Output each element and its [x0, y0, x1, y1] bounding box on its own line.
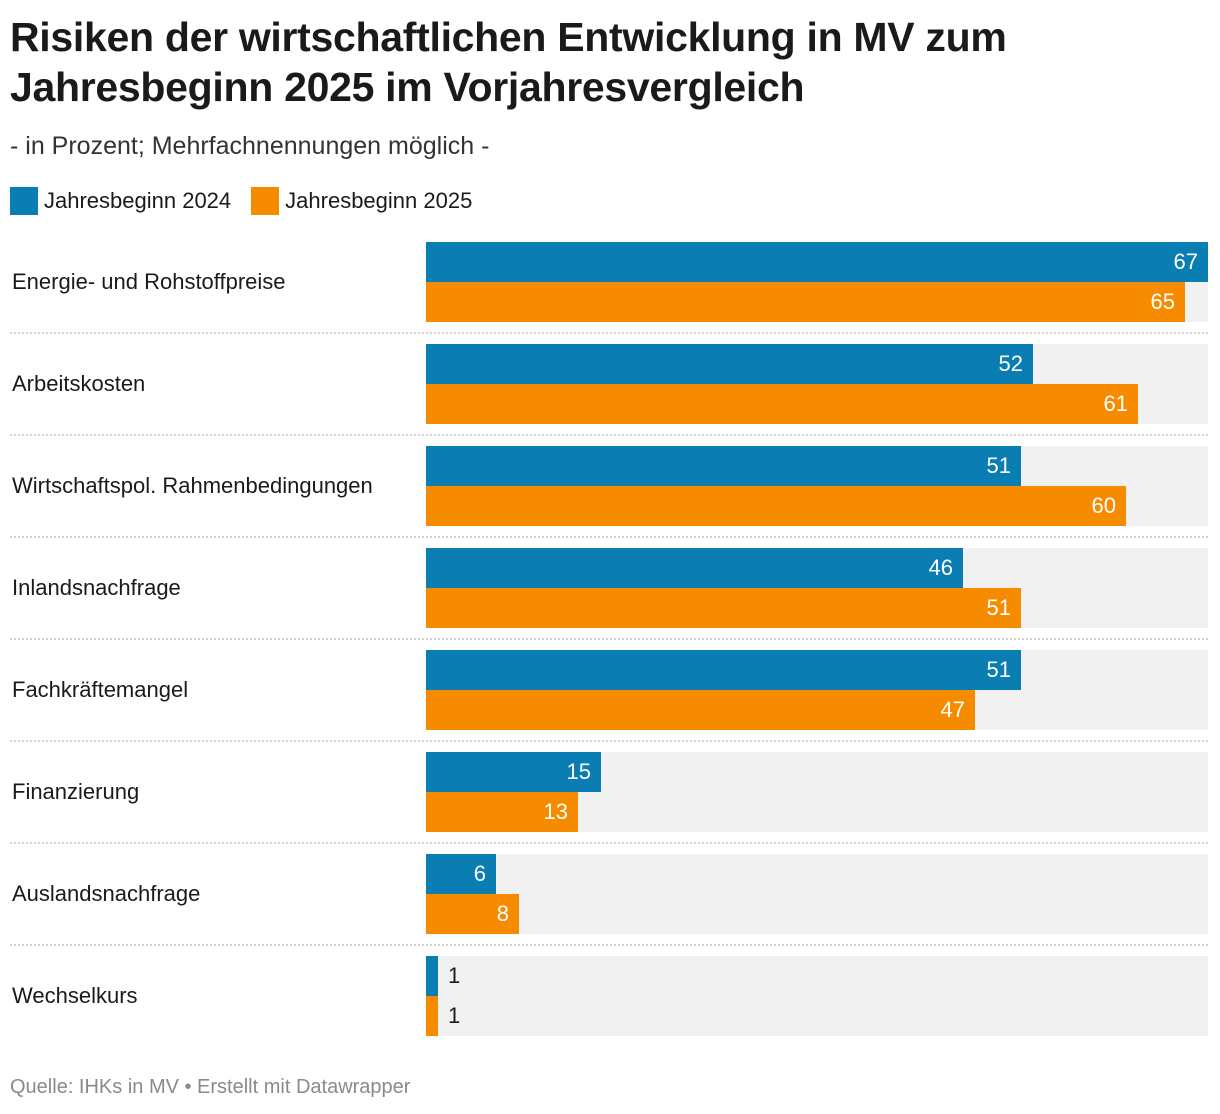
data-label: 65: [1150, 289, 1175, 314]
category-label: Arbeitskosten: [12, 371, 146, 396]
bar-track: 15 13: [426, 752, 1208, 832]
category-label: Energie- und Rohstoffpreise: [12, 269, 286, 294]
chart-row-auslandsnachfrage: Auslandsnachfrage 6 8: [0, 844, 1220, 946]
legend-label-2024: Jahresbeginn 2024: [44, 188, 232, 213]
bar-chart: Energie- und Rohstoffpreise 67 65 Arbeitsko…: [0, 232, 1220, 1052]
category-label: Auslandsnachfrage: [12, 881, 201, 906]
data-label: 1: [448, 1003, 461, 1028]
row-divider: [10, 842, 1208, 844]
legend-label-2025: Jahresbeginn 2025: [285, 188, 473, 213]
data-label: 52: [998, 351, 1023, 376]
bar-track: 46 51: [426, 548, 1208, 628]
data-label: 61: [1103, 391, 1128, 416]
legend-item-2024: Jahresbeginn 2024: [10, 187, 231, 215]
bar-2025-energie-und-rohstoffpreise: [426, 282, 1185, 322]
chart-row-arbeitskosten: Arbeitskosten 52 61: [0, 334, 1220, 436]
data-label: 51: [986, 453, 1011, 478]
row-divider: [10, 434, 1208, 436]
chart-row-energie-und-rohstoffpreise: Energie- und Rohstoffpreise 67 65: [0, 232, 1220, 334]
bar-2024-auslandsnachfrage: [426, 854, 496, 894]
data-label: 15: [566, 759, 591, 784]
bar-track: 51 60: [426, 446, 1208, 526]
row-divider: [10, 638, 1208, 640]
data-label: 51: [986, 595, 1011, 620]
category-label: Wechselkurs: [12, 983, 138, 1008]
chart-row-inlandsnachfrage: Inlandsnachfrage 46 51: [0, 538, 1220, 640]
category-label: Inlandsnachfrage: [12, 575, 181, 600]
bar-2024-finanzierung: [426, 752, 601, 792]
bar-2024-inlandsnachfrage: [426, 548, 963, 588]
data-label: 67: [1173, 249, 1198, 274]
bar-2024-wechselkurs: [426, 956, 438, 996]
bar-2025-fachkraeftemangel: [426, 690, 975, 730]
chart-row-wirtschaftspol-rahmenbedingungen: Wirtschaftspol. Rahmenbedingungen 51 60: [0, 436, 1220, 538]
bar-2025-auslandsnachfrage: [426, 894, 519, 934]
bar-2025-wirtschaftspol-rahmenbedingungen: [426, 486, 1126, 526]
bar-2024-fachkraeftemangel: [426, 650, 1021, 690]
data-label: 1: [448, 963, 461, 988]
data-label: 60: [1091, 493, 1116, 518]
category-label: Wirtschaftspol. Rahmenbedingungen: [12, 473, 373, 498]
category-label: Finanzierung: [12, 779, 140, 804]
data-label: 46: [928, 555, 953, 580]
legend-swatch-2024: [10, 187, 38, 215]
row-divider: [10, 944, 1208, 946]
bar-2025-wechselkurs: [426, 996, 438, 1036]
chart-row-finanzierung: Finanzierung 15 13: [0, 742, 1220, 844]
chart-title: Risiken der wirtschaftlichen Entwicklung…: [10, 14, 1007, 110]
legend: Jahresbeginn 2024 Jahresbeginn 2025: [10, 186, 492, 216]
legend-swatch-2025: [251, 187, 280, 215]
bar-2024-energie-und-rohstoffpreise: [426, 242, 1208, 282]
row-divider: [10, 536, 1208, 538]
data-label: 6: [473, 861, 486, 886]
legend-item-2025: Jahresbeginn 2025: [251, 187, 472, 215]
data-label: 51: [986, 657, 1011, 682]
category-label: Fachkräftemangel: [12, 677, 189, 702]
chart-subtitle: - in Prozent; Mehrfachnennungen möglich …: [10, 132, 490, 160]
chart-row-fachkraeftemangel: Fachkräftemangel 51 47: [0, 640, 1220, 742]
bar-track: 52 61: [426, 344, 1208, 424]
bar-2024-wirtschaftspol-rahmenbedingungen: [426, 446, 1021, 486]
bar-2025-inlandsnachfrage: [426, 588, 1021, 628]
data-label: 13: [543, 799, 568, 824]
bar-2025-arbeitskosten: [426, 384, 1138, 424]
row-divider: [10, 740, 1208, 742]
source-note: Quelle: IHKs in MV • Erstellt mit Datawr…: [10, 1076, 411, 1098]
bar-2025-finanzierung: [426, 792, 578, 832]
data-label: 47: [940, 697, 965, 722]
bar-2024-arbeitskosten: [426, 344, 1033, 384]
bar-track: 51 47: [426, 650, 1208, 730]
data-label: 8: [496, 901, 509, 926]
chart-row-wechselkurs: Wechselkurs 1 1: [0, 946, 1220, 1048]
bar-track: 67 65: [426, 242, 1208, 322]
row-divider: [10, 332, 1208, 334]
